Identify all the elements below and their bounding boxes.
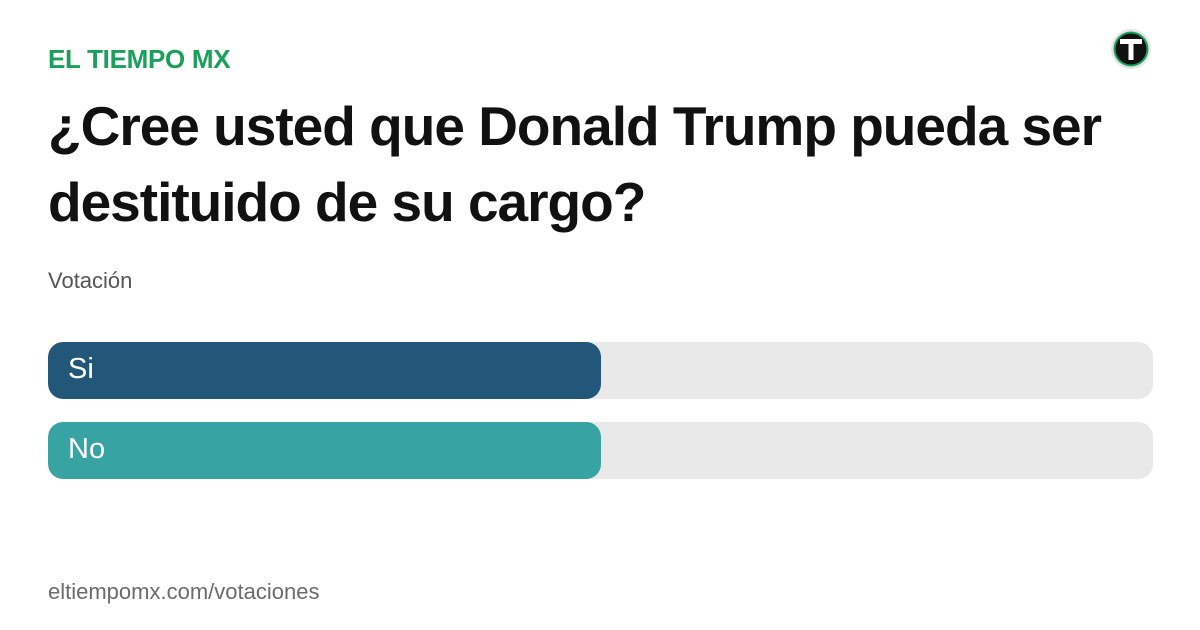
poll-option-fill	[48, 342, 601, 399]
poll-option-si[interactable]: Si	[48, 342, 1153, 399]
poll-option-no[interactable]: No	[48, 422, 1153, 479]
poll-option-label: Si	[68, 353, 94, 385]
poll-option-label: No	[68, 433, 106, 465]
poll-subtitle: Votación	[48, 268, 133, 293]
footer-url[interactable]: eltiempomx.com/votaciones	[48, 579, 320, 604]
poll-question: ¿Cree usted que Donald Trump pueda ser d…	[48, 95, 1102, 233]
el-tiempo-logo-icon	[1110, 28, 1152, 70]
poll-option-fill	[48, 422, 601, 479]
brand-name: EL TIEMPO MX	[48, 44, 231, 74]
poll-options: Si No	[48, 342, 1153, 502]
